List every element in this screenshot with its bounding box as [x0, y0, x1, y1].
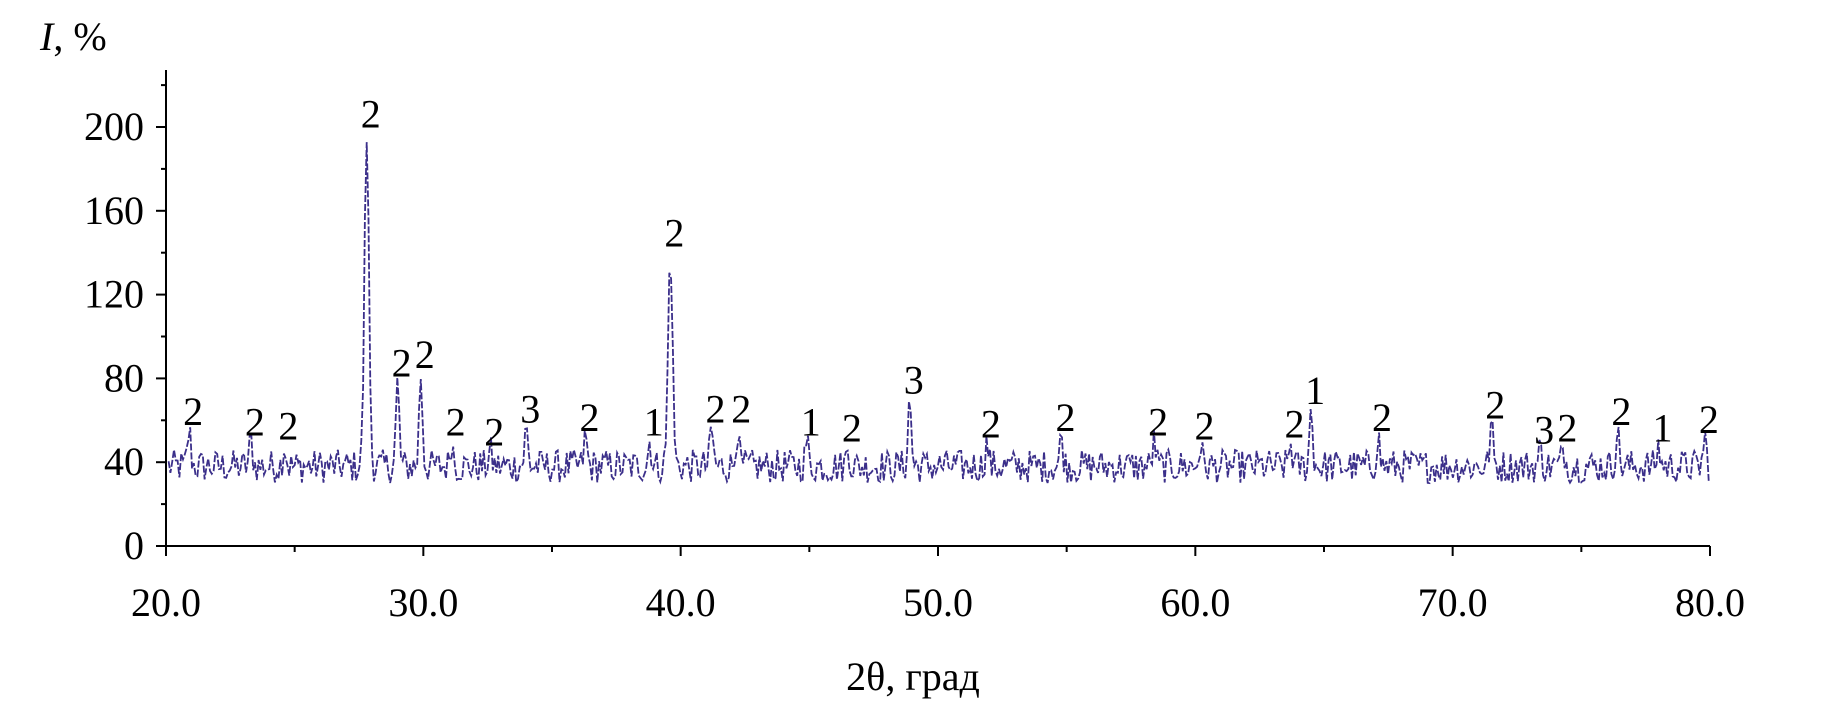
peak-label: 2 [415, 332, 435, 377]
peak-label: 2 [731, 387, 751, 432]
peak-label: 2 [1485, 382, 1505, 427]
x-tick-label: 60.0 [1160, 580, 1230, 625]
x-tick-label: 20.0 [131, 580, 201, 625]
y-tick-label: 0 [124, 523, 144, 568]
x-tick-label: 30.0 [388, 580, 458, 625]
peak-label: 1 [1305, 368, 1325, 413]
peak-label: 1 [801, 399, 821, 444]
peak-label: 2 [484, 410, 504, 455]
peak-label: 2 [392, 341, 412, 386]
peak-label: 2 [1699, 397, 1719, 442]
peak-label: 2 [1557, 406, 1577, 451]
peak-label: 3 [904, 357, 924, 402]
peak-label: 3 [520, 387, 540, 432]
y-tick-label: 120 [84, 272, 144, 317]
peak-label: 2 [706, 387, 726, 432]
peak-label: 2 [278, 403, 298, 448]
peak-label: 3 [1534, 408, 1554, 453]
y-axis-title-symbol: I [39, 14, 55, 59]
peak-labels: 2 2 222 22 23 2 122 2 1 232 2 2 2 212 23 2 2 1 2 [183, 91, 1719, 454]
x-tick-label: 50.0 [903, 580, 973, 625]
peak-label: 2 [1148, 399, 1168, 444]
peak-label: 2 [1285, 401, 1305, 446]
peak-label: 1 [644, 399, 664, 444]
peak-label: 2 [664, 211, 684, 256]
y-axis-title-unit: , % [53, 14, 106, 59]
peak-label: 2 [245, 399, 265, 444]
peak-label: 2 [842, 406, 862, 451]
y-tick-label: 40 [104, 439, 144, 484]
x-axis-title: 2θ, град [846, 654, 980, 699]
axes: 0 40 80 120 160 200 20.0 30.0 40.0 50.0 60.0 70.0 80… [84, 70, 1745, 625]
peak-label: 2 [361, 91, 381, 136]
peak-label: 2 [1611, 389, 1631, 434]
y-axis-title: I, % [39, 14, 107, 59]
peak-label: 2 [1194, 403, 1214, 448]
peak-label: 2 [1372, 395, 1392, 440]
diffraction-line [167, 142, 1710, 486]
peak-label: 2 [981, 401, 1001, 446]
peak-label: 1 [1653, 406, 1673, 451]
y-tick-label: 80 [104, 355, 144, 400]
x-tick-label: 40.0 [646, 580, 716, 625]
peak-label: 2 [183, 389, 203, 434]
peak-label: 2 [1056, 395, 1076, 440]
peak-label: 2 [446, 399, 466, 444]
y-tick-label: 160 [84, 188, 144, 233]
y-tick-label: 200 [84, 104, 144, 149]
x-tick-label: 80.0 [1675, 580, 1745, 625]
diffraction-pattern [167, 142, 1710, 486]
peak-label: 2 [579, 395, 599, 440]
x-tick-label: 70.0 [1418, 580, 1488, 625]
